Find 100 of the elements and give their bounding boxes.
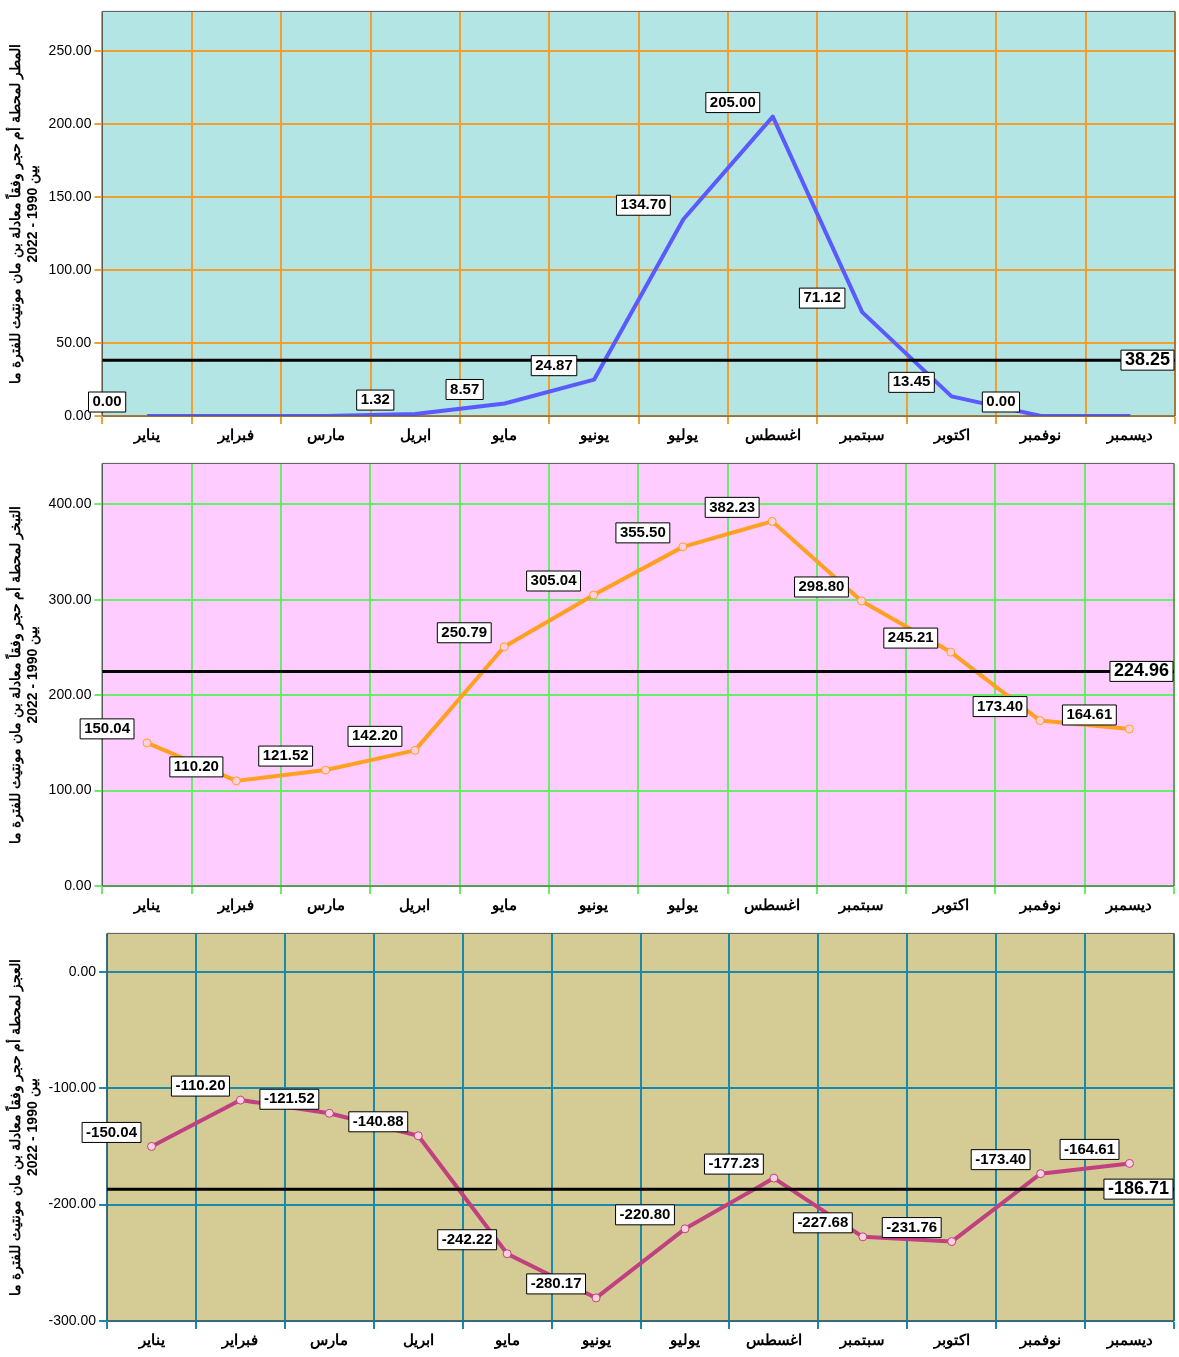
- data-label: 71.12: [803, 288, 841, 306]
- data-label: -173.40: [975, 1149, 1027, 1167]
- point: [1125, 1158, 1135, 1168]
- x-tick-label: يوليو: [666, 896, 698, 915]
- point: [231, 776, 241, 786]
- data-label: 205.00: [709, 92, 756, 110]
- y-tick-label: 400.00: [48, 495, 92, 512]
- x-tick-label: نوفمبر: [1019, 426, 1062, 445]
- point: [680, 1224, 690, 1234]
- y-tick-label: 300.00: [48, 590, 92, 607]
- point: [678, 542, 688, 552]
- data-label: 121.52: [262, 746, 309, 764]
- data-label: -227.68: [797, 1212, 849, 1230]
- x-tick-label: سبتمبر: [837, 896, 884, 915]
- point: [858, 1232, 868, 1242]
- x-tick-label: مايو: [490, 896, 517, 915]
- y-tick-label: 0.00: [68, 962, 97, 979]
- x-tick-label: يناير: [137, 1331, 165, 1350]
- data-label: -231.76: [886, 1217, 938, 1235]
- point: [413, 1131, 423, 1141]
- x-tick-label: اكتوبر: [932, 1331, 970, 1350]
- x-tick-label: اغسطس: [744, 896, 801, 915]
- y-axis-title: العجز لمحطة أم حجر وفقاً معادلة بن مان مونتيث للفترة ما بين 1990 - 2022: [5, 958, 42, 1296]
- data-label: -220.80: [619, 1204, 671, 1222]
- point: [591, 1293, 601, 1303]
- point: [502, 1249, 512, 1259]
- x-tick-label: فبراير: [217, 426, 255, 445]
- y-tick-label: 100.00: [48, 260, 92, 277]
- y-tick-label: 250.00: [48, 41, 92, 58]
- data-label: -280.17: [530, 1274, 582, 1292]
- point: [499, 642, 509, 652]
- y-tick-label: 200.00: [48, 114, 92, 131]
- data-label: 355.50: [619, 523, 666, 541]
- data-label: 8.57: [450, 379, 480, 397]
- x-tick-label: ابريل: [399, 896, 431, 915]
- data-label: -242.22: [441, 1229, 493, 1247]
- data-label: 0.00: [986, 392, 1016, 410]
- data-label: 382.23: [709, 497, 756, 515]
- data-label: 1.32: [360, 390, 390, 408]
- y-tick-label: 0.00: [64, 876, 92, 893]
- data-label: -140.88: [352, 1111, 404, 1129]
- data-label: 250.79: [441, 622, 488, 640]
- x-tick-label: يوليو: [667, 426, 699, 445]
- data-label: 0.00: [92, 392, 122, 410]
- point: [235, 1095, 245, 1105]
- point: [324, 1108, 334, 1118]
- point: [856, 596, 866, 606]
- data-label: 24.87: [535, 355, 573, 373]
- data-label: -177.23: [708, 1154, 760, 1172]
- x-tick-label: سبتمبر: [839, 1331, 886, 1350]
- point: [1036, 1169, 1046, 1179]
- y-tick-label: -300.00: [48, 1311, 97, 1328]
- x-tick-label: يونيو: [580, 1331, 611, 1350]
- data-label: -150.04: [86, 1122, 138, 1140]
- x-tick-label: يناير: [133, 426, 161, 445]
- point: [767, 516, 777, 526]
- x-tick-label: ديسمبر: [1105, 896, 1153, 915]
- x-tick-label: ديسمبر: [1105, 1331, 1153, 1350]
- x-tick-label: مايو: [491, 426, 518, 445]
- point: [769, 1173, 779, 1183]
- x-tick-label: اكتوبر: [932, 426, 970, 445]
- ref-line-label: 224.96: [1113, 660, 1169, 681]
- point: [147, 1141, 157, 1151]
- ref-line-label: 38.25: [1124, 349, 1170, 370]
- x-tick-label: مايو: [493, 1331, 520, 1350]
- point: [410, 745, 420, 755]
- x-tick-label: اغسطس: [744, 426, 801, 445]
- data-label: 134.70: [620, 195, 667, 213]
- x-tick-label: فبراير: [217, 896, 255, 915]
- y-tick-label: 200.00: [48, 686, 92, 703]
- x-tick-label: مارس: [306, 426, 345, 445]
- x-tick-label: يونيو: [578, 896, 609, 915]
- x-tick-label: يناير: [133, 896, 161, 915]
- y-tick-label: 150.00: [48, 187, 92, 204]
- data-label: -110.20: [175, 1076, 226, 1094]
- data-label: -121.52: [263, 1089, 315, 1107]
- x-tick-label: نوفمبر: [1019, 1331, 1062, 1350]
- x-tick-label: مارس: [306, 896, 345, 915]
- point: [142, 738, 152, 748]
- data-label: 110.20: [173, 757, 219, 775]
- data-label: 245.21: [887, 628, 934, 646]
- point: [1035, 716, 1045, 726]
- y-axis-title: التبخر لمحطة أم حجر وفقاً معادلة بن مان مونتيث للفترة ما بين 1990 - 2022: [5, 505, 42, 844]
- point: [946, 647, 956, 657]
- x-tick-label: فبراير: [221, 1331, 259, 1350]
- x-tick-label: اكتوبر: [931, 896, 969, 915]
- point: [947, 1237, 957, 1247]
- y-tick-label: -100.00: [48, 1079, 97, 1096]
- data-label: 164.61: [1066, 705, 1113, 723]
- y-tick-label: -200.00: [48, 1195, 97, 1212]
- ref-line-label: -186.71: [1107, 1178, 1170, 1199]
- data-label: 305.04: [530, 571, 578, 589]
- point: [321, 765, 331, 775]
- x-tick-label: مارس: [310, 1331, 349, 1350]
- x-tick-label: ابريل: [399, 426, 431, 445]
- data-label: 173.40: [977, 696, 1023, 714]
- point: [1124, 724, 1134, 734]
- x-tick-label: يونيو: [578, 426, 609, 445]
- y-tick-label: 50.00: [56, 333, 92, 350]
- x-tick-label: اغسطس: [745, 1331, 802, 1350]
